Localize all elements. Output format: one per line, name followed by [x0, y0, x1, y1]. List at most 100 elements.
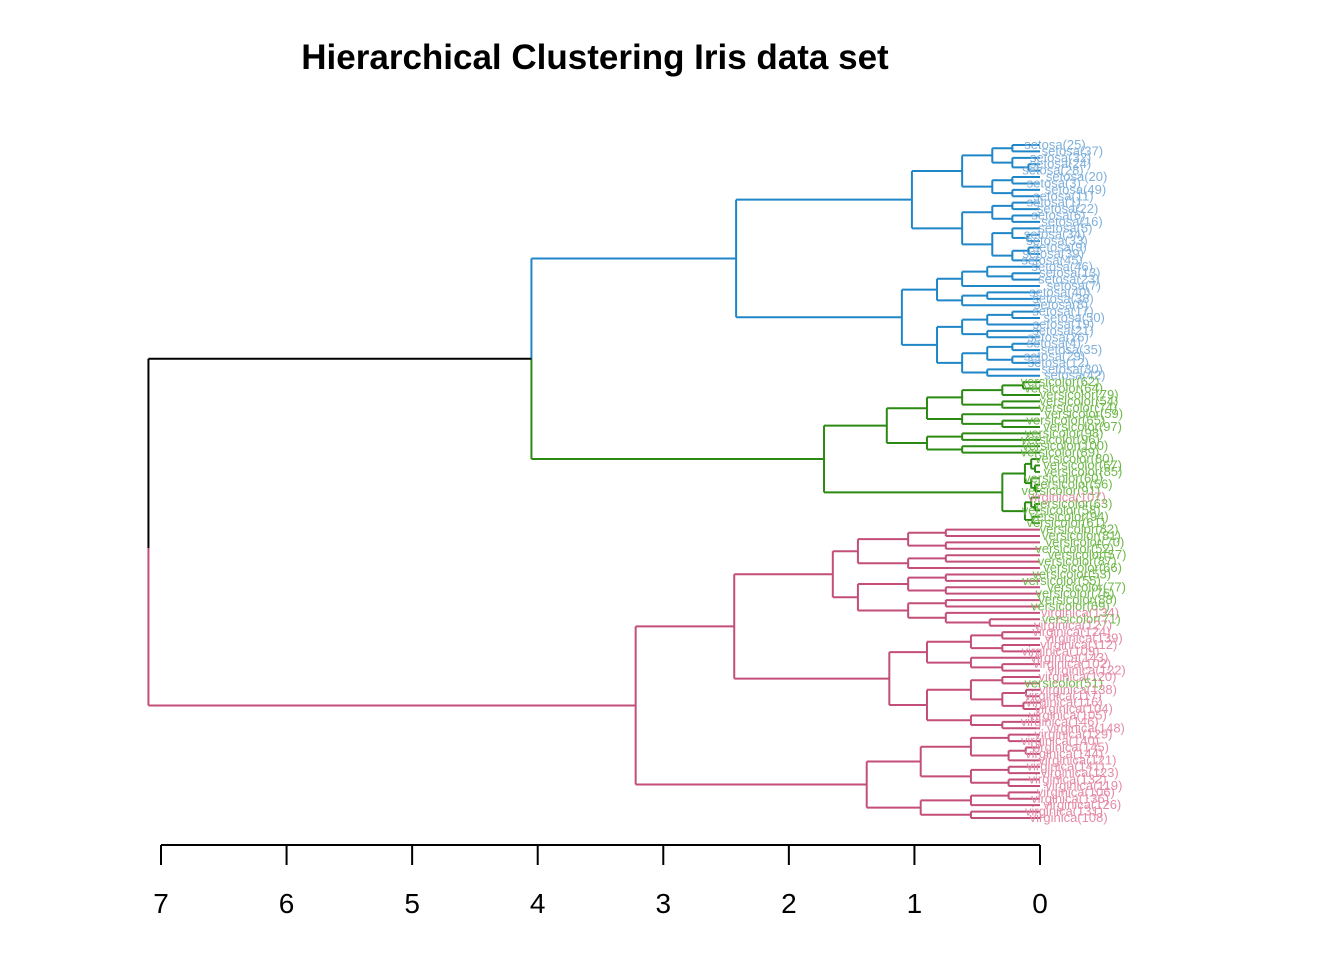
x-tick-label: 5: [404, 888, 420, 919]
leaf-label: virginica(141): [1027, 759, 1105, 774]
leaf-label: versicolor(97): [1043, 419, 1122, 434]
x-tick-label: 6: [279, 888, 295, 919]
leaf-label: virginica(146): [1021, 714, 1099, 729]
leaf-label: versicolor(76): [1036, 586, 1115, 601]
leaf-label: setosa(19): [1033, 316, 1094, 331]
leaf-label: virginica(123): [1041, 765, 1119, 780]
leaf-label: versicolor(94): [1030, 509, 1109, 524]
leaf-label: virginica(131): [1025, 804, 1103, 819]
leaf-label: versicolor(96): [1021, 432, 1100, 447]
leaf-label: versicolor(91): [1021, 483, 1100, 498]
leaf-label: virginica(132): [1029, 772, 1107, 787]
x-tick-label: 2: [781, 888, 797, 919]
leaf-label: setosa(22): [1037, 201, 1098, 216]
leaf-label: setosa(17): [1032, 304, 1093, 319]
leaf-label: setosa(35): [1041, 342, 1102, 357]
leaf-label: versicolor(60): [1024, 470, 1103, 485]
leaf-label: versicolor(88): [1038, 592, 1117, 607]
leaf-label: setosa(20): [1046, 169, 1107, 184]
leaf-label: setosa(11): [1033, 188, 1093, 203]
leaf-label: versicolor(70): [1046, 534, 1125, 549]
leaf-label: setosa(49): [1045, 182, 1106, 197]
leaf-label: setosa(24): [1030, 156, 1091, 171]
leaf-label: versicolor(80): [1035, 451, 1114, 466]
leaf-label: setosa(16): [1041, 214, 1102, 229]
leaf-label: setosa(5): [1038, 220, 1092, 235]
leaf-label: versicolor(67): [1043, 457, 1122, 472]
x-tick-label: 4: [530, 888, 546, 919]
leaf-label: virginica(124): [1032, 624, 1110, 639]
leaf-label: virginica(106): [1037, 784, 1115, 799]
leaf-label: setosa(1): [1027, 195, 1081, 210]
leaf-label: setosa(13): [1039, 265, 1100, 280]
leaf-label: setosa(3): [1027, 175, 1081, 190]
leaf-label: virginica(104): [1035, 701, 1113, 716]
leaf-label: setosa(23): [1038, 272, 1099, 287]
leaf-label: setosa(21): [1032, 323, 1093, 338]
chart-title: Hierarchical Clustering Iris data set: [301, 38, 889, 77]
leaf-label: versicolor(62): [1021, 374, 1100, 389]
leaf-label: virginica(134): [1041, 605, 1119, 620]
leaf-label: versicolor(64): [1024, 381, 1103, 396]
leaf-label: setosa(26): [1027, 329, 1088, 344]
leaf-label: setosa(42): [1044, 368, 1105, 383]
leaf-label: virginica(136): [1031, 791, 1109, 806]
leaf-label: setosa(6): [1031, 208, 1085, 223]
leaf-label: virginica(138): [1039, 682, 1117, 697]
leaf-label: versicolor(65): [1026, 413, 1105, 428]
leaf-label: setosa(30): [1041, 361, 1102, 376]
leaf-label: versicolor(81): [1042, 528, 1121, 543]
leaf-label: versicolor(59): [1044, 406, 1123, 421]
leaf-label: setosa(34): [1024, 227, 1085, 242]
leaf-label: virginica(139): [1045, 631, 1123, 646]
leaf-label: setosa(28): [1022, 163, 1083, 178]
leaf-label: virginica(117): [1025, 688, 1102, 703]
leaf-label: virginica(148): [1047, 720, 1125, 735]
leaf-label: virginica(119): [1045, 778, 1122, 793]
leaf-label: virginica(105): [1029, 707, 1107, 722]
leaf-label: virginica(127): [1034, 618, 1112, 633]
leaf-label: virginica(140): [1021, 733, 1099, 748]
leaf-label: versicolor(69): [1031, 598, 1110, 613]
leaf-label: versicolor(58): [1022, 502, 1101, 517]
leaf-label: virginica(143): [1030, 650, 1108, 665]
leaf-label: virginica(112): [1040, 637, 1117, 652]
leaf-label: versicolor(71): [1042, 611, 1121, 626]
leaf-label: versicolor(61): [1026, 515, 1105, 530]
leaf-label: virginica(144): [1025, 746, 1103, 761]
leaf-label: versicolor(77): [1047, 579, 1126, 594]
leaf-label: versicolor(55): [1022, 573, 1101, 588]
leaf-label: setosa(29): [1024, 349, 1085, 364]
leaf-label: versicolor(85): [1044, 464, 1123, 479]
x-tick-label: 1: [907, 888, 923, 919]
leaf-label: setosa(4): [1027, 336, 1081, 351]
leaf-label: versicolor(100): [1022, 438, 1108, 453]
leaf-label: virginica(122): [1048, 663, 1126, 678]
leaf-label: setosa(9): [1033, 240, 1087, 255]
leaf-label: setosa(50): [1043, 310, 1104, 325]
leaf-label: setosa(45): [1021, 252, 1082, 267]
leaf-label: versicolor(66): [1043, 560, 1122, 575]
leaf-label: versicolor(82): [1040, 522, 1119, 537]
leaf-label: setosa(46): [1032, 259, 1093, 274]
leaf-label: versicolor(79): [1040, 387, 1119, 402]
leaf-label: virginica(109): [1021, 643, 1099, 658]
leaf-label: virginica(145): [1031, 739, 1109, 754]
leaf-label: versicolor(53): [1032, 566, 1111, 581]
leaf-label: virginica(107): [1028, 490, 1106, 505]
leaf-label: versicolor(52): [1035, 541, 1114, 556]
x-tick-label: 0: [1032, 888, 1048, 919]
leaf-label: versicolor(63): [1034, 496, 1113, 511]
leaf-label: virginica(116): [1026, 695, 1103, 710]
leaf-label: versicolor(74): [1038, 400, 1117, 415]
leaf-label: virginica(120): [1038, 669, 1116, 684]
leaf-label: virginica(108): [1030, 810, 1108, 825]
leaf-label: versicolor(51): [1024, 675, 1103, 690]
leaf-label: setosa(40): [1029, 284, 1090, 299]
leaf-label: virginica(129): [1034, 727, 1112, 742]
leaf-label: setosa(25): [1024, 137, 1085, 152]
leaf-label: setosa(12): [1028, 355, 1089, 370]
leaf-label: setosa(7): [1047, 278, 1101, 293]
leaf-label: setosa(37): [1042, 143, 1103, 158]
